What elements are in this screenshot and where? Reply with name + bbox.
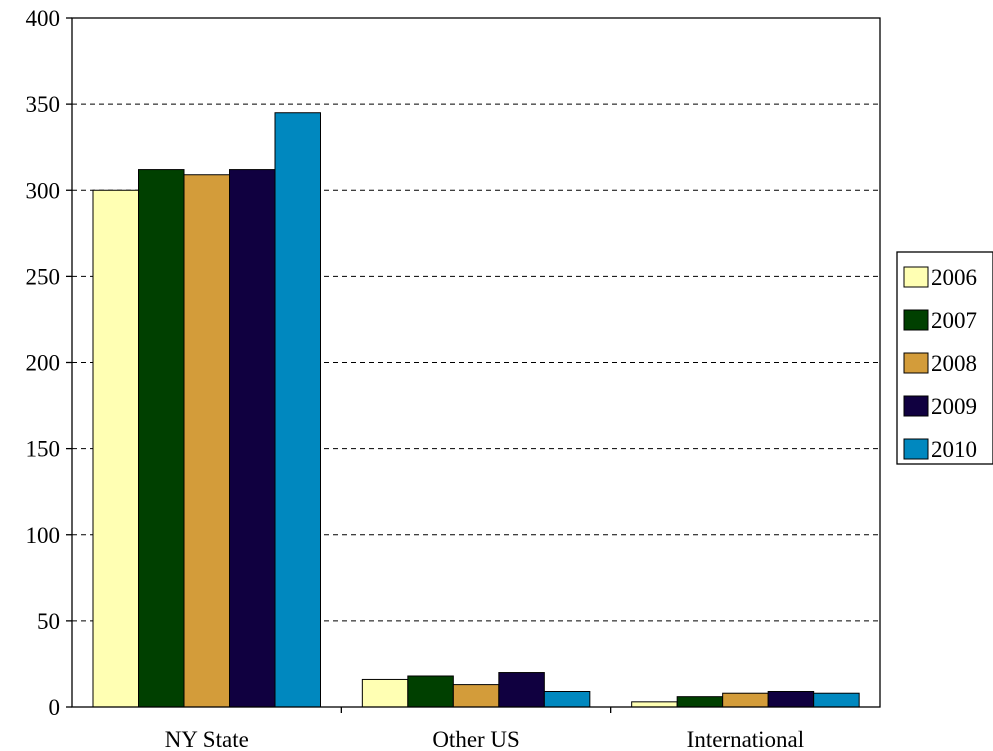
x-axis: NY State Other US International [165, 707, 804, 751]
y-tick-label: 100 [26, 523, 61, 548]
x-category-label: NY State [165, 727, 249, 751]
y-tick-label: 150 [26, 437, 61, 462]
bar-2008-international [722, 692, 769, 708]
legend-swatch-2006 [903, 266, 929, 288]
y-tick-label: 250 [26, 264, 61, 289]
bar-2010-ny-state [274, 112, 321, 708]
y-tick-label: 200 [26, 351, 61, 376]
y-tick-label: 300 [26, 178, 61, 203]
legend-label-2009: 2009 [931, 394, 977, 419]
legend-label-2008: 2008 [931, 351, 977, 376]
bar-2009-ny-state [229, 169, 276, 708]
y-tick-label: 400 [26, 6, 61, 31]
legend: 2006 2007 2008 2009 2010 [896, 251, 993, 465]
legend-label-2006: 2006 [931, 265, 977, 290]
y-tick-label: 350 [26, 92, 61, 117]
bar-2006-ny-state [92, 189, 139, 708]
bar-2009-international [767, 690, 815, 708]
y-tick-label: 0 [49, 695, 61, 720]
bar-2010-international [813, 692, 860, 708]
bar-2007-ny-state [138, 169, 185, 708]
legend-label-2007: 2007 [931, 308, 977, 333]
legend-swatch-2009 [903, 395, 929, 417]
bar-2010-other-us [543, 690, 591, 708]
x-category-label: International [687, 727, 805, 751]
bar-2006-international [631, 701, 678, 708]
y-tick-label: 50 [37, 609, 60, 634]
legend-swatch-2010 [903, 438, 929, 460]
y-axis: 0 50 100 150 200 250 300 350 400 [26, 6, 72, 720]
x-category-label: Other US [432, 727, 520, 751]
bar-2007-international [676, 696, 724, 708]
bar-2006-other-us [361, 678, 409, 708]
bar-2009-other-us [498, 672, 545, 708]
bar-2008-ny-state [183, 174, 230, 708]
legend-swatch-2007 [903, 309, 929, 331]
legend-label-2010: 2010 [931, 437, 977, 462]
legend-swatch-2008 [903, 352, 929, 374]
bars [92, 112, 860, 708]
bar-2008-other-us [452, 684, 500, 708]
bar-2007-other-us [407, 675, 454, 708]
